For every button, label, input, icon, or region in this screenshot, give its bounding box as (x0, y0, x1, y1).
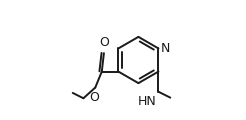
Text: N: N (161, 42, 170, 55)
Text: HN: HN (138, 95, 157, 108)
Text: O: O (90, 91, 100, 104)
Text: O: O (99, 36, 109, 49)
